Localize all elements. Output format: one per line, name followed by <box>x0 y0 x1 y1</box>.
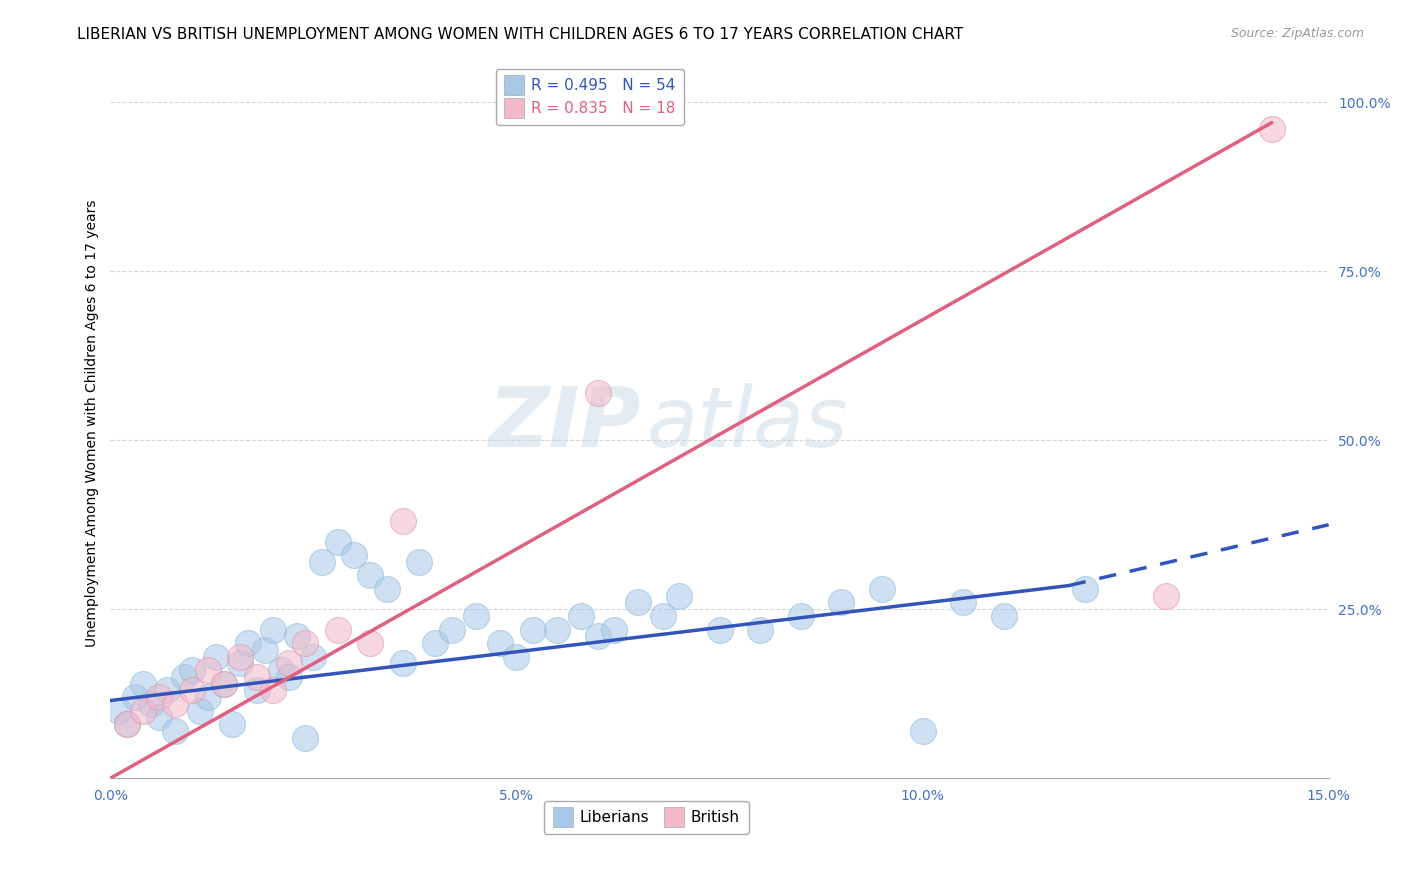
Point <box>651 609 673 624</box>
Point <box>464 609 486 624</box>
Point <box>238 636 260 650</box>
Point <box>165 697 187 711</box>
Point <box>107 704 129 718</box>
Point <box>165 723 187 738</box>
Point <box>1154 589 1177 603</box>
Point <box>586 386 609 401</box>
Point <box>246 670 269 684</box>
Point <box>391 657 413 671</box>
Point <box>952 595 974 609</box>
Legend: Liberians, British: Liberians, British <box>544 801 748 834</box>
Point <box>359 568 381 582</box>
Point <box>603 623 626 637</box>
Point <box>197 690 219 705</box>
Point <box>132 704 155 718</box>
Point <box>790 609 813 624</box>
Point <box>253 642 276 657</box>
Text: ZIP: ZIP <box>488 383 640 464</box>
Point <box>870 582 893 596</box>
Point <box>212 676 235 690</box>
Point <box>911 723 934 738</box>
Point <box>830 595 852 609</box>
Point <box>212 676 235 690</box>
Y-axis label: Unemployment Among Women with Children Ages 6 to 17 years: Unemployment Among Women with Children A… <box>86 200 100 647</box>
Point <box>391 515 413 529</box>
Point <box>343 548 366 562</box>
Point <box>278 657 301 671</box>
Point <box>505 649 527 664</box>
Point <box>132 676 155 690</box>
Point <box>408 555 430 569</box>
Point <box>425 636 447 650</box>
Point <box>180 663 202 677</box>
Text: Source: ZipAtlas.com: Source: ZipAtlas.com <box>1230 27 1364 40</box>
Point <box>302 649 325 664</box>
Point <box>571 609 593 624</box>
Point <box>749 623 772 637</box>
Point <box>246 683 269 698</box>
Point <box>522 623 544 637</box>
Point <box>489 636 512 650</box>
Point <box>197 663 219 677</box>
Point <box>188 704 211 718</box>
Point <box>627 595 650 609</box>
Point <box>229 649 252 664</box>
Point <box>180 683 202 698</box>
Point <box>294 731 316 745</box>
Point <box>326 534 349 549</box>
Point <box>139 697 162 711</box>
Point <box>586 629 609 643</box>
Point <box>262 623 284 637</box>
Text: atlas: atlas <box>647 383 848 464</box>
Point <box>148 710 170 724</box>
Point <box>115 717 138 731</box>
Point <box>115 717 138 731</box>
Point <box>440 623 463 637</box>
Point <box>311 555 333 569</box>
Point <box>709 623 731 637</box>
Point <box>229 657 252 671</box>
Point <box>993 609 1015 624</box>
Point <box>359 636 381 650</box>
Point <box>173 670 195 684</box>
Point <box>285 629 308 643</box>
Point <box>205 649 228 664</box>
Point <box>270 663 292 677</box>
Point <box>294 636 316 650</box>
Point <box>262 683 284 698</box>
Point <box>156 683 179 698</box>
Text: LIBERIAN VS BRITISH UNEMPLOYMENT AMONG WOMEN WITH CHILDREN AGES 6 TO 17 YEARS CO: LIBERIAN VS BRITISH UNEMPLOYMENT AMONG W… <box>77 27 963 42</box>
Point <box>124 690 146 705</box>
Point <box>1261 122 1284 136</box>
Point <box>326 623 349 637</box>
Point <box>148 690 170 705</box>
Point <box>278 670 301 684</box>
Point <box>1074 582 1097 596</box>
Point <box>668 589 690 603</box>
Point <box>221 717 243 731</box>
Point <box>375 582 398 596</box>
Point <box>546 623 568 637</box>
